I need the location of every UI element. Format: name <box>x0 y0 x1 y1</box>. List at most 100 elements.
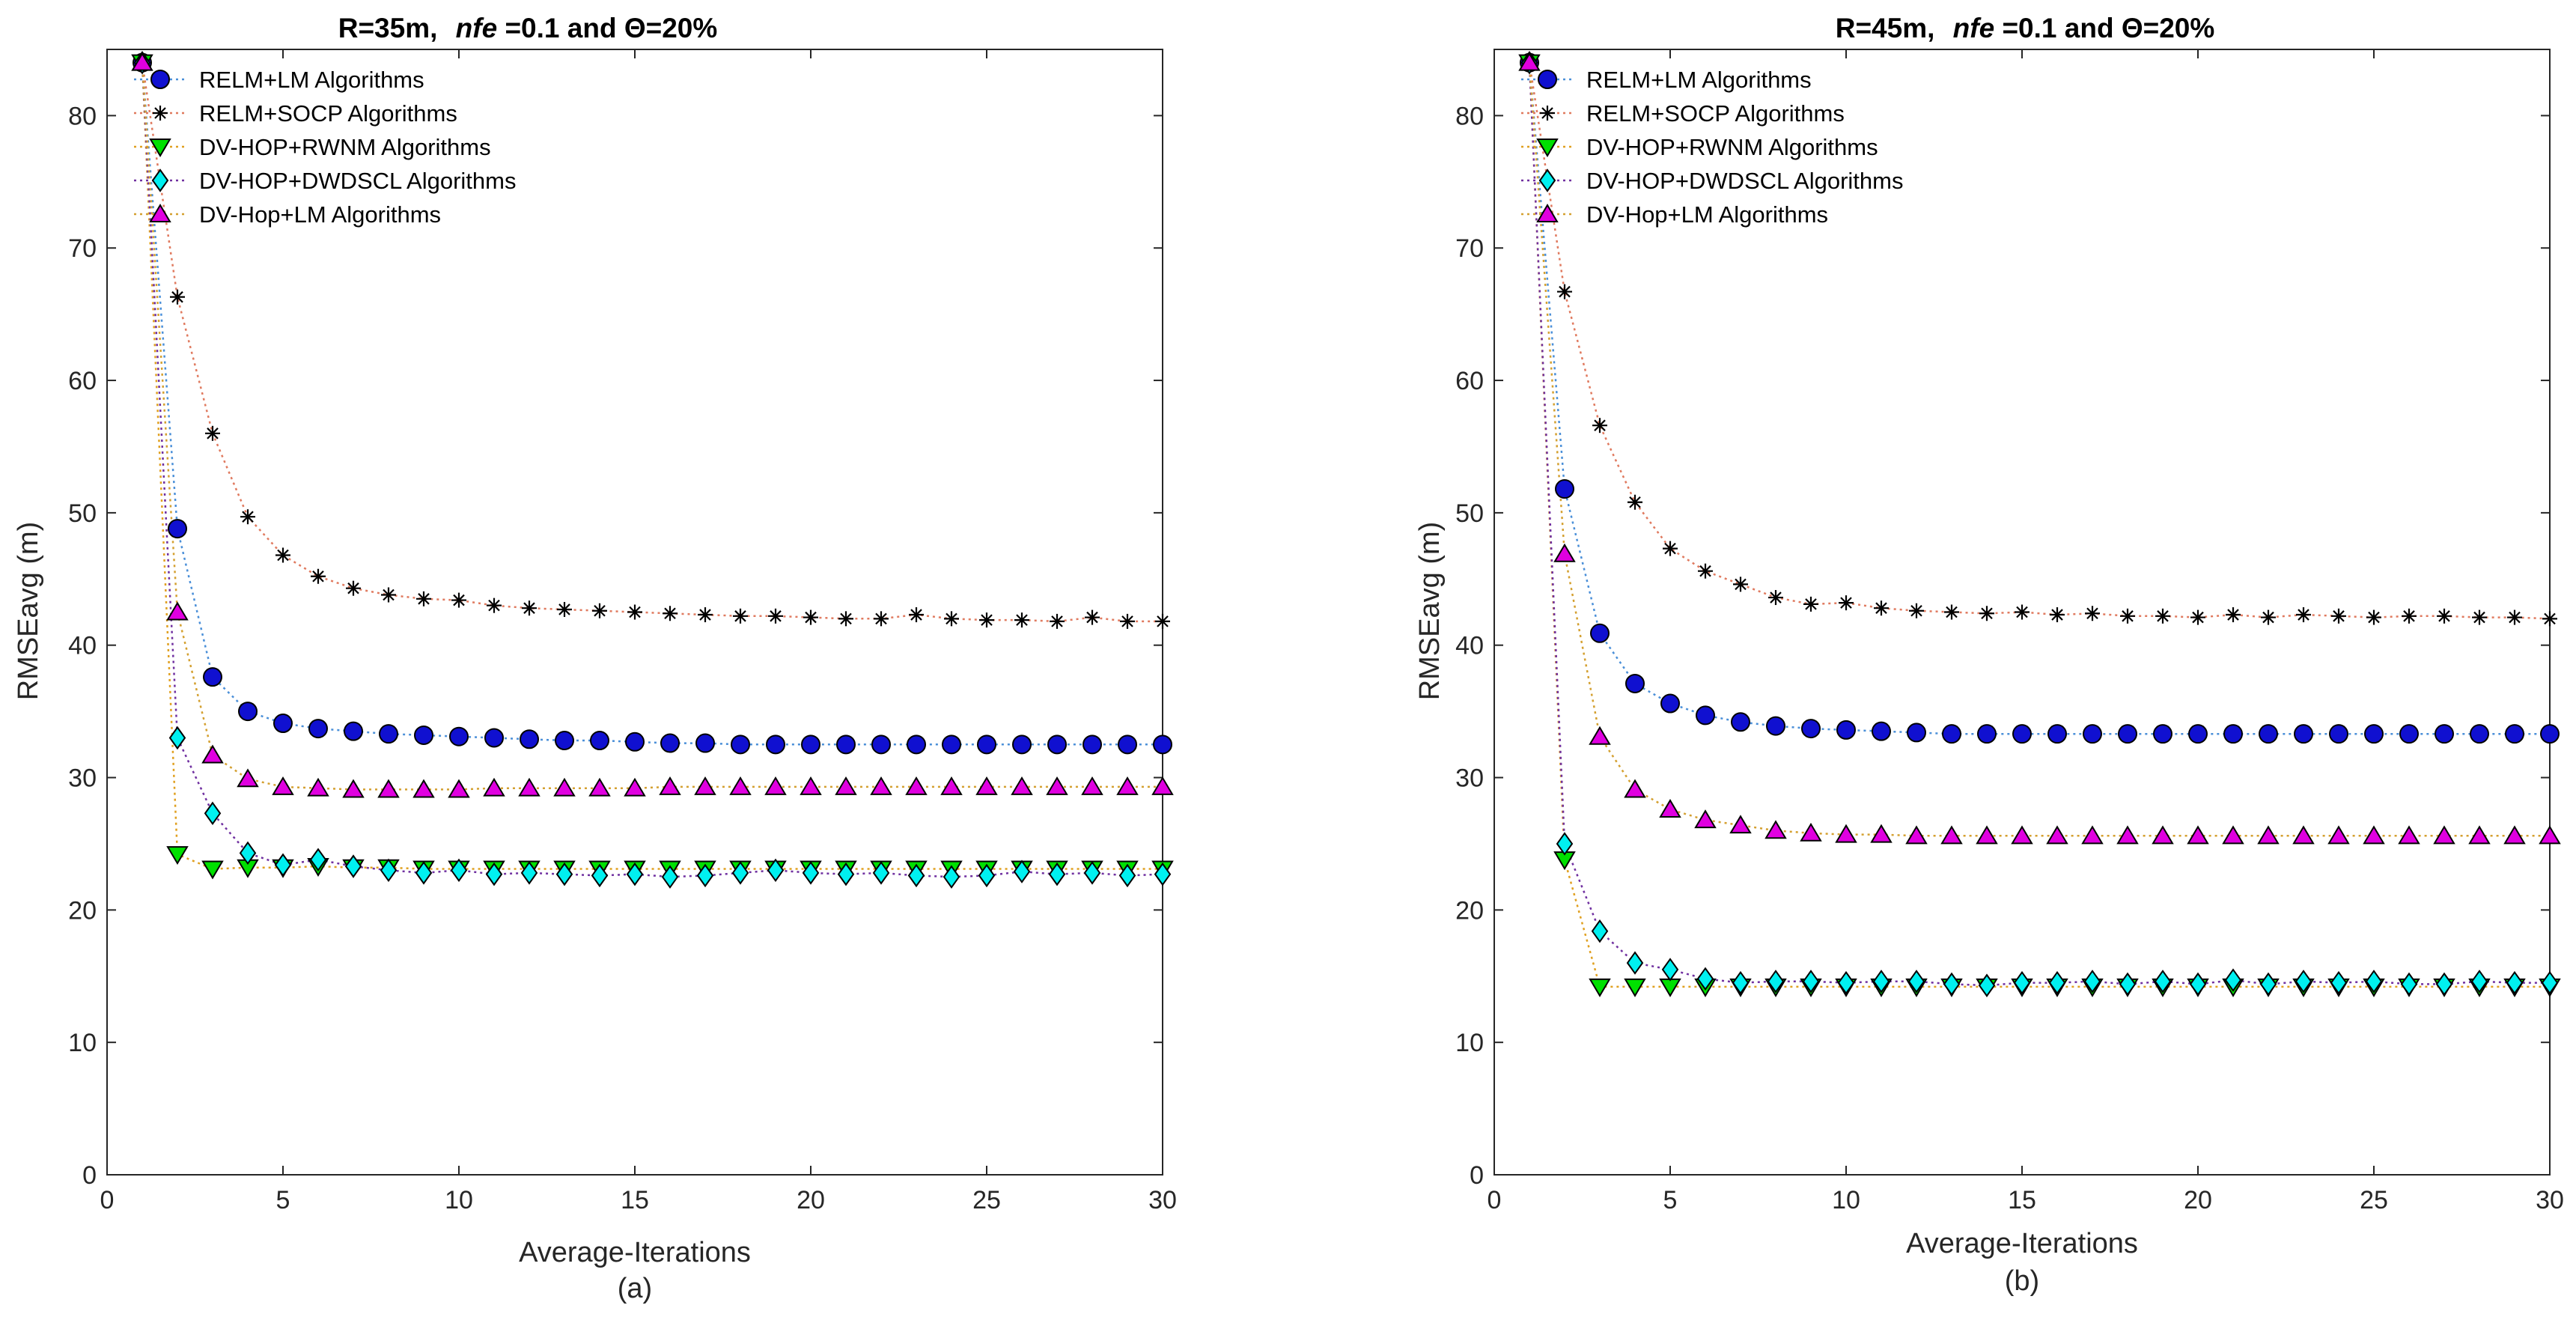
legend-item-relm-lm-algorithms: RELM+LM Algorithms <box>1521 67 1812 93</box>
point-relm-socp-algorithms <box>1909 603 1924 618</box>
point-relm-lm-algorithms <box>2364 724 2384 744</box>
point-dv-hop-dwdscl-algorithms <box>485 862 503 887</box>
legend-item-dv-hop-rwnm-algorithms: DV-HOP+RWNM Algorithms <box>134 134 491 160</box>
point-dv-hop-lm-algorithms <box>1694 809 1717 829</box>
point-dv-hop-lm-algorithms <box>1976 825 1998 845</box>
point-relm-lm-algorithms <box>2435 724 2454 744</box>
x-tick-label: 30 <box>1148 1186 1177 1214</box>
y-tick-label: 40 <box>1455 632 1484 660</box>
legend-label: DV-Hop+LM Algorithms <box>1586 201 1828 228</box>
point-relm-socp-algorithms <box>2437 608 2452 624</box>
point-relm-lm-algorithms <box>2329 724 2348 744</box>
point-relm-lm-algorithms <box>379 724 398 744</box>
point-relm-lm-algorithms <box>2012 724 2032 744</box>
legend-item-dv-hop-dwdscl-algorithms: DV-HOP+DWDSCL Algorithms <box>1521 168 1903 194</box>
point-dv-hop-lm-algorithms <box>2081 825 2104 845</box>
point-relm-socp-algorithms <box>2542 611 2557 627</box>
point-relm-lm-algorithms <box>871 735 891 755</box>
point-dv-hop-lm-algorithms <box>2468 825 2491 845</box>
point-relm-lm-algorithms <box>2153 724 2172 744</box>
point-dv-hop-lm-algorithms <box>1659 799 1681 818</box>
y-tick-label: 20 <box>68 896 97 925</box>
legend-label: DV-HOP+RWNM Algorithms <box>1586 134 1878 160</box>
point-relm-socp-algorithms <box>1014 612 1029 628</box>
point-relm-lm-algorithms <box>2259 724 2278 744</box>
point-relm-lm-algorithms <box>273 714 293 734</box>
legend-item-dv-hop-lm-algorithms: DV-Hop+LM Algorithms <box>134 201 441 228</box>
point-relm-lm-algorithms <box>1942 724 1961 744</box>
point-relm-socp-algorithms <box>2331 608 2346 624</box>
point-dv-hop-dwdscl-algorithms <box>1696 967 1714 991</box>
point-dv-hop-dwdscl-algorithms <box>2330 970 2348 995</box>
chart-a-title-suffix: =0.1 and Θ=20% <box>505 13 717 43</box>
point-relm-lm-algorithms <box>1696 705 1715 726</box>
point-dv-hop-lm-algorithms <box>2292 825 2315 845</box>
point-relm-socp-algorithms <box>1979 606 1994 621</box>
point-relm-lm-algorithms <box>2223 724 2243 744</box>
point-relm-lm-algorithms <box>1118 735 1137 755</box>
point-dv-hop-dwdscl-algorithms <box>2541 970 2559 995</box>
point-relm-lm-algorithms <box>2540 724 2560 744</box>
x-tick-label: 20 <box>2184 1186 2212 1214</box>
point-dv-hop-dwdscl-algorithms <box>591 863 609 888</box>
point-relm-lm-algorithms <box>1801 719 1821 739</box>
point-relm-lm-algorithms <box>1590 623 1610 643</box>
x-tick-label: 5 <box>1663 1186 1678 1214</box>
point-dv-hop-lm-algorithms <box>201 744 224 764</box>
point-relm-socp-algorithms <box>663 606 678 621</box>
point-dv-hop-lm-algorithms <box>1046 776 1068 795</box>
point-dv-hop-dwdscl-algorithms <box>1837 970 1855 995</box>
point-relm-socp-algorithms <box>1874 600 1889 616</box>
legend-item-relm-socp-algorithms: RELM+SOCP Algorithms <box>1521 100 1845 127</box>
point-dv-hop-lm-algorithms <box>307 777 329 797</box>
point-relm-socp-algorithms <box>2402 608 2417 624</box>
point-dv-hop-lm-algorithms <box>1835 824 1857 843</box>
point-dv-hop-dwdscl-algorithms <box>2083 970 2101 994</box>
point-relm-socp-algorithms <box>2507 609 2522 625</box>
point-relm-lm-algorithms <box>449 726 469 746</box>
legend-marker <box>151 168 169 192</box>
x-tick-label: 25 <box>2360 1186 2388 1214</box>
point-dv-hop-dwdscl-algorithms <box>168 726 186 750</box>
point-dv-hop-lm-algorithms <box>624 777 646 797</box>
point-dv-hop-dwdscl-algorithms <box>802 861 820 885</box>
point-dv-hop-lm-algorithms <box>800 776 822 795</box>
point-relm-lm-algorithms <box>1083 735 1102 755</box>
point-dv-hop-dwdscl-algorithms <box>1556 832 1574 856</box>
point-relm-socp-algorithms <box>979 612 994 628</box>
y-tick-label: 60 <box>1455 367 1484 395</box>
point-relm-socp-algorithms <box>2155 608 2170 624</box>
chart-b-ylabel: RMSEavg (m) <box>1414 522 1446 701</box>
point-dv-hop-rwnm-algorithms <box>1624 978 1646 997</box>
point-dv-hop-lm-algorithms <box>166 601 189 621</box>
point-relm-socp-algorithms <box>275 547 290 563</box>
point-dv-hop-lm-algorithms <box>2152 825 2174 845</box>
point-dv-hop-dwdscl-algorithms <box>2119 972 2137 997</box>
y-tick-label: 80 <box>68 102 97 130</box>
point-dv-hop-dwdscl-algorithms <box>907 863 925 888</box>
point-dv-hop-lm-algorithms <box>131 52 153 71</box>
point-dv-hop-dwdscl-algorithms <box>344 854 362 878</box>
legend-marker <box>1536 139 1559 157</box>
y-tick-label: 30 <box>1455 764 1484 793</box>
point-relm-lm-algorithms <box>238 702 258 722</box>
point-relm-socp-algorithms <box>487 597 502 613</box>
chart-b-markers <box>1518 50 2561 997</box>
legend-label: DV-HOP+RWNM Algorithms <box>199 134 491 160</box>
chart-b: R=45m, nfe =0.1 and Θ=20% 0 5 10 15 20 25 30 0 1… <box>1414 13 2564 1297</box>
point-dv-hop-lm-algorithms <box>2222 825 2244 845</box>
point-relm-lm-algorithms <box>695 733 715 753</box>
y-tick-label: 30 <box>68 764 97 793</box>
point-dv-hop-dwdscl-algorithms <box>415 861 433 885</box>
point-dv-hop-dwdscl-algorithms <box>731 861 749 885</box>
legend-label: RELM+SOCP Algorithms <box>1586 100 1845 127</box>
point-relm-socp-algorithms <box>416 591 431 606</box>
legend-marker <box>149 204 171 222</box>
point-relm-lm-algorithms <box>1555 479 1574 499</box>
point-relm-socp-algorithms <box>1085 609 1100 625</box>
point-relm-lm-algorithms <box>1047 735 1067 755</box>
chart-a-title-prefix: R=35m, <box>338 13 438 43</box>
point-dv-hop-dwdscl-algorithms <box>2013 970 2031 995</box>
chart-a-xlabel: Average-Iterations <box>519 1237 751 1268</box>
point-dv-hop-rwnm-algorithms <box>201 860 224 880</box>
